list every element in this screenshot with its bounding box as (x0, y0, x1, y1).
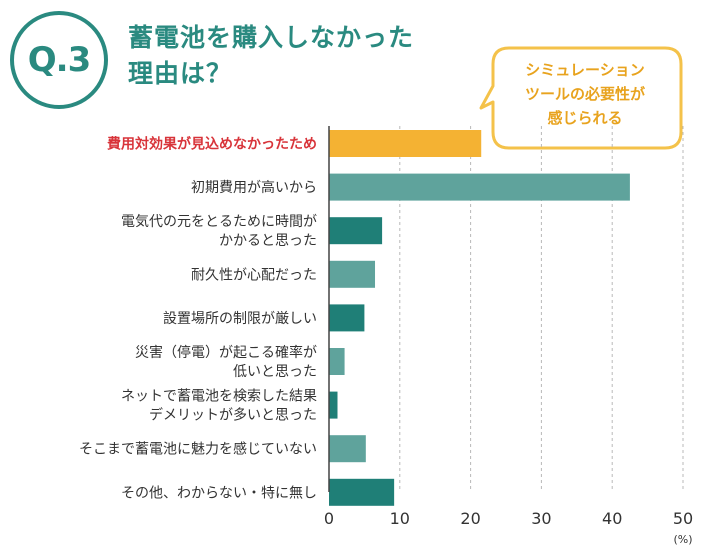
unit-label: (%) (673, 533, 692, 546)
bar-0 (329, 130, 482, 157)
callout-shape (479, 46, 683, 150)
title-line-2: 理由は？ (128, 59, 233, 88)
category-label: そこまで蓄電池に魅力を感じていない (79, 441, 317, 458)
callout-text: シミュレーション ツールの必要性が 感じられる (496, 58, 674, 130)
bar-7 (329, 435, 366, 463)
category-label: 耐久性が心配だった (191, 267, 317, 283)
x-tick-label: 30 (531, 509, 551, 528)
category-label: 電気代の元をとるために時間が (121, 214, 317, 230)
bar-2 (329, 217, 383, 245)
bar-1 (329, 173, 630, 201)
x-tick-label: 10 (390, 509, 410, 528)
bar-4 (329, 304, 365, 332)
bar-3 (329, 260, 376, 288)
callout-line-1: シミュレーション (525, 61, 645, 79)
callout-line-2: ツールの必要性が (524, 85, 645, 103)
x-tick-label: 50 (673, 509, 693, 528)
category-label: 設置場所の制限が厳しい (163, 311, 317, 327)
category-label: 低いと思った (233, 364, 317, 380)
category-label: デメリットが多いと思った (149, 407, 317, 424)
callout-line-3: 感じられる (547, 109, 623, 127)
x-tick-label: 40 (602, 509, 622, 528)
category-label: その他、わからない・特に無し (121, 485, 317, 501)
category-label: 初期費用が高いから (191, 179, 317, 196)
category-label: 費用対効果が見込めなかったため (107, 136, 317, 153)
bar-6 (329, 391, 338, 419)
callout-bubble (479, 46, 683, 150)
x-tick-label: 20 (460, 509, 480, 528)
chart-title: 蓄電池を購入しなかった 理由は？ (128, 20, 414, 92)
category-label: ネットで蓄電池を検索した結果 (121, 388, 317, 405)
bar-8 (329, 478, 395, 506)
bar-5 (329, 348, 345, 375)
x-tick-label: 0 (324, 509, 334, 528)
category-label: 災害（停電）が起こる確率が (135, 344, 317, 361)
category-label: かかると思った (219, 233, 317, 249)
question-badge: Q.3 (10, 11, 108, 109)
title-line-1: 蓄電池を購入しなかった (128, 23, 415, 52)
